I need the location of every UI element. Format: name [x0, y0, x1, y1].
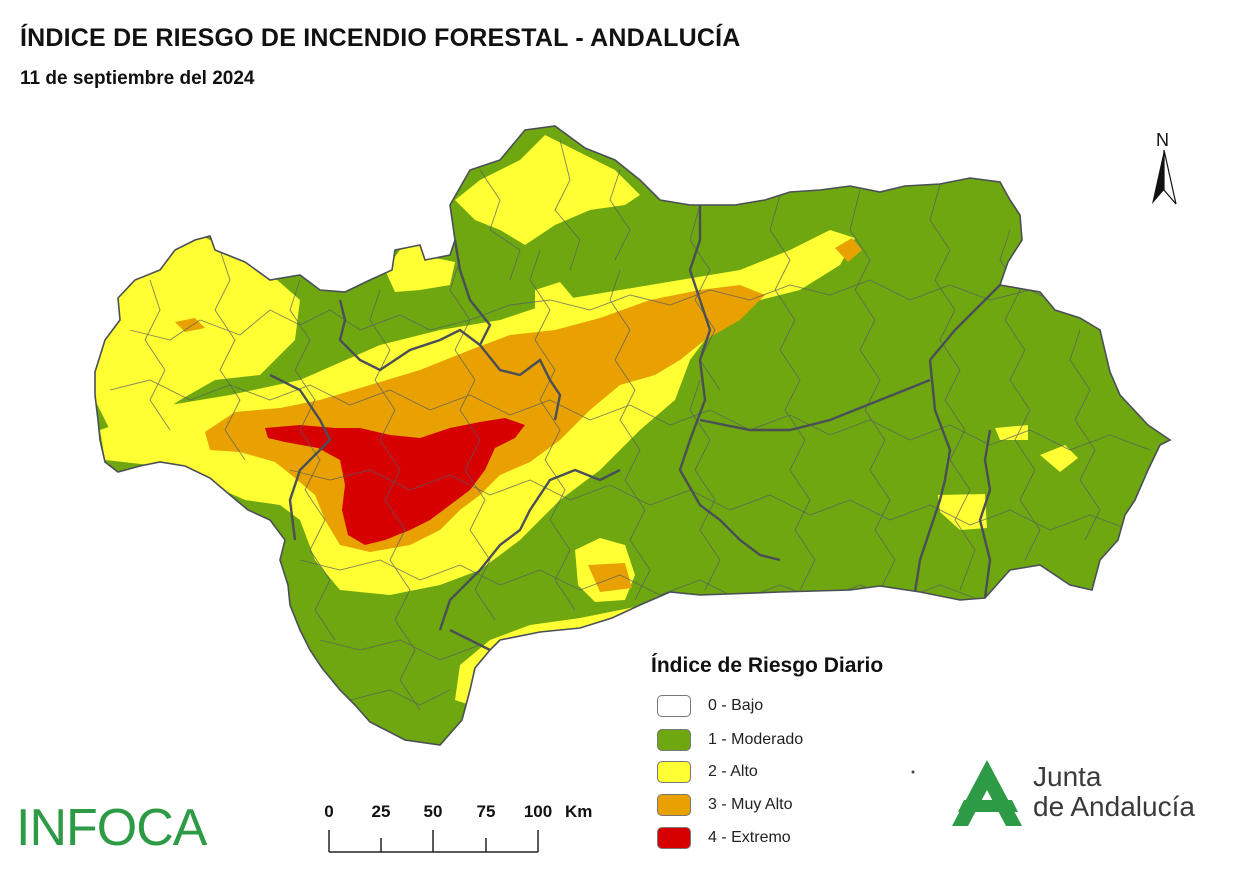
- legend-item-moderado: 1 - Moderado: [657, 728, 803, 752]
- legend-label: 4 - Extremo: [708, 829, 791, 846]
- infoca-logo: INFOCA: [16, 799, 207, 857]
- map-date: 11 de septiembre del 2024: [20, 68, 255, 89]
- zone-alto: [995, 425, 1028, 440]
- zone-alto: [938, 494, 987, 530]
- legend-label: 3 - Muy Alto: [708, 796, 793, 813]
- junta-logo-mark: [952, 760, 1022, 826]
- legend-swatch: [657, 695, 691, 717]
- zone-extremo: [265, 418, 525, 545]
- legend-label: 0 - Bajo: [708, 697, 764, 714]
- legend-swatch: [657, 729, 691, 751]
- zone-muy-alto: [588, 563, 632, 592]
- scale-tick-label: 100: [523, 802, 553, 821]
- zone-muy-alto: [835, 238, 862, 262]
- zone-alto: [95, 230, 300, 430]
- legend-swatch: [657, 794, 691, 816]
- legend-label: 2 - Alto: [708, 763, 758, 780]
- legend-item-bajo: 0 - Bajo: [657, 694, 763, 718]
- north-label: N: [1156, 130, 1169, 150]
- legend-swatch: [657, 761, 691, 783]
- municipal-borders: [109, 139, 1151, 711]
- map-title: ÍNDICE DE RIESGO DE INCENDIO FORESTAL - …: [20, 24, 741, 52]
- zone-alto: [535, 282, 575, 315]
- scale-tick-label: 50: [423, 802, 443, 821]
- scale-tick-label: 75: [476, 802, 496, 821]
- scale-tick-label: 0: [324, 802, 334, 821]
- legend-title: Índice de Riesgo Diario: [651, 654, 884, 677]
- legend-item-alto: 2 - Alto: [657, 760, 758, 784]
- junta-line1: Junta: [1033, 761, 1102, 792]
- north-arrow-icon: [1152, 149, 1177, 205]
- legend-item-muy-alto: 3 - Muy Alto: [657, 793, 792, 817]
- zone-alto: [385, 245, 455, 292]
- risk-zones: [95, 126, 1170, 745]
- zone-alto: [455, 135, 640, 245]
- legend-item-extremo: 4 - Extremo: [657, 826, 791, 850]
- scale-bar: [328, 830, 539, 853]
- legend-swatch: [657, 827, 691, 849]
- scale-unit: Km: [565, 802, 593, 821]
- province-borders: [269, 205, 1001, 652]
- junta-logo-text: Junta de Andalucía: [1033, 762, 1195, 822]
- zone-alto: [1040, 445, 1078, 472]
- andalucia-outline: [94, 125, 1172, 746]
- junta-line2: de Andalucía: [1033, 791, 1195, 822]
- scale-tick-label: 25: [371, 802, 391, 821]
- map-dot: [911, 770, 915, 774]
- legend-label: 1 - Moderado: [708, 731, 804, 748]
